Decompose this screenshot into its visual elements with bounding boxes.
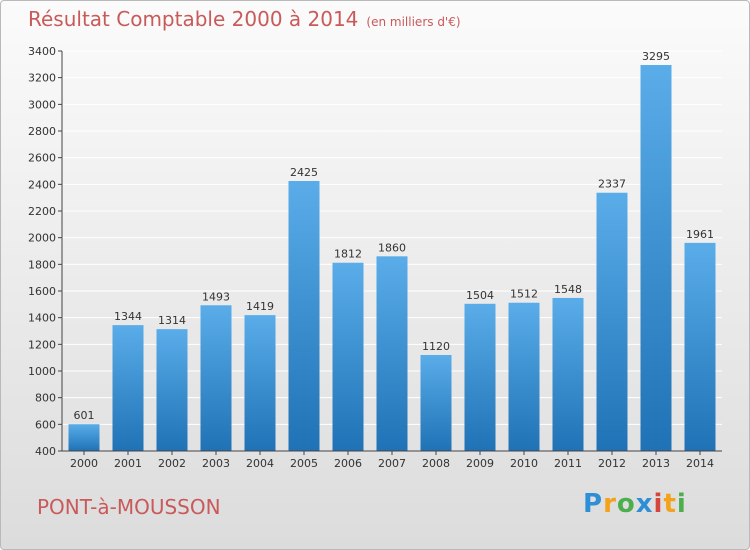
logo-letter: o bbox=[616, 489, 636, 519]
x-tick-label: 2003 bbox=[202, 457, 230, 470]
y-tick-label: 3200 bbox=[28, 72, 56, 85]
y-tick-label: 800 bbox=[35, 392, 56, 405]
logo-letter: i bbox=[653, 489, 664, 519]
bar-value-label: 2337 bbox=[598, 178, 626, 191]
bar-value-label: 1344 bbox=[114, 310, 142, 323]
x-tick-label: 2004 bbox=[246, 457, 274, 470]
x-tick-label: 2010 bbox=[510, 457, 538, 470]
y-tick-label: 1400 bbox=[28, 312, 56, 325]
x-tick-label: 2007 bbox=[378, 457, 406, 470]
bar bbox=[420, 355, 452, 451]
bar bbox=[244, 315, 276, 451]
axes bbox=[58, 50, 722, 455]
bar-value-label: 1548 bbox=[554, 283, 582, 296]
bar-value-label: 1314 bbox=[158, 314, 186, 327]
bar bbox=[332, 262, 364, 451]
bar-value-label: 2425 bbox=[290, 166, 318, 179]
bar-value-label: 601 bbox=[74, 409, 95, 422]
logo-letter: x bbox=[635, 489, 654, 519]
x-tick-label: 2012 bbox=[598, 457, 626, 470]
bar-value-label: 1860 bbox=[378, 241, 406, 254]
y-tick-label: 2200 bbox=[28, 205, 56, 218]
bar-value-label: 1961 bbox=[686, 228, 714, 241]
bar-value-label: 1812 bbox=[334, 248, 362, 261]
y-tick-label: 2000 bbox=[28, 232, 56, 245]
x-tick-label: 2002 bbox=[158, 457, 186, 470]
x-tick-label: 2005 bbox=[290, 457, 318, 470]
bar bbox=[112, 325, 144, 451]
bar bbox=[464, 303, 496, 451]
y-tick-label: 2600 bbox=[28, 152, 56, 165]
logo-letter: i bbox=[676, 489, 687, 519]
bar-value-label: 1120 bbox=[422, 340, 450, 353]
bar bbox=[376, 256, 408, 451]
y-tick-label: 600 bbox=[35, 418, 56, 431]
labels: 400 600 800 1000 1200 1400 1600 1800 2000 2200 240… bbox=[28, 45, 714, 470]
bar bbox=[68, 424, 100, 451]
chart-title: Résultat Comptable 2000 à 2014 (en millie… bbox=[28, 7, 461, 31]
title-unit: (en milliers d'€) bbox=[366, 15, 461, 29]
bar-value-label: 1493 bbox=[202, 290, 230, 303]
logo-letter: t bbox=[663, 489, 677, 519]
bars bbox=[68, 65, 716, 451]
y-tick-label: 1000 bbox=[28, 365, 56, 378]
x-tick-label: 2009 bbox=[466, 457, 494, 470]
y-tick-label: 1600 bbox=[28, 285, 56, 298]
x-tick-label: 2011 bbox=[554, 457, 582, 470]
y-tick-label: 3000 bbox=[28, 98, 56, 111]
y-tick-label: 3400 bbox=[28, 45, 56, 58]
x-tick-label: 2006 bbox=[334, 457, 362, 470]
y-tick-label: 400 bbox=[35, 445, 56, 458]
bar bbox=[156, 329, 188, 451]
bar-value-label: 1504 bbox=[466, 289, 494, 302]
bar-value-label: 1419 bbox=[246, 300, 274, 313]
proxiti-logo: Proxiti bbox=[583, 489, 687, 519]
y-tick-label: 2800 bbox=[28, 125, 56, 138]
x-tick-label: 2000 bbox=[70, 457, 98, 470]
x-tick-label: 2013 bbox=[642, 457, 670, 470]
bar bbox=[640, 65, 672, 451]
bar bbox=[200, 305, 232, 451]
bar bbox=[596, 192, 628, 451]
bar-value-label: 1512 bbox=[510, 288, 538, 301]
logo-letter: r bbox=[603, 489, 617, 519]
x-tick-label: 2001 bbox=[114, 457, 142, 470]
y-tick-label: 2400 bbox=[28, 178, 56, 191]
city-name: PONT-à-MOUSSON bbox=[37, 495, 221, 519]
bar bbox=[288, 181, 320, 451]
bar bbox=[552, 297, 584, 451]
x-tick-label: 2014 bbox=[686, 457, 714, 470]
y-tick-label: 1800 bbox=[28, 258, 56, 271]
title-text: Résultat Comptable 2000 à 2014 bbox=[28, 7, 359, 31]
bar bbox=[508, 302, 540, 451]
bar bbox=[684, 242, 716, 451]
logo-letter: P bbox=[583, 489, 604, 519]
y-tick-label: 1200 bbox=[28, 338, 56, 351]
bar-value-label: 3295 bbox=[642, 50, 670, 63]
x-tick-label: 2008 bbox=[422, 457, 450, 470]
